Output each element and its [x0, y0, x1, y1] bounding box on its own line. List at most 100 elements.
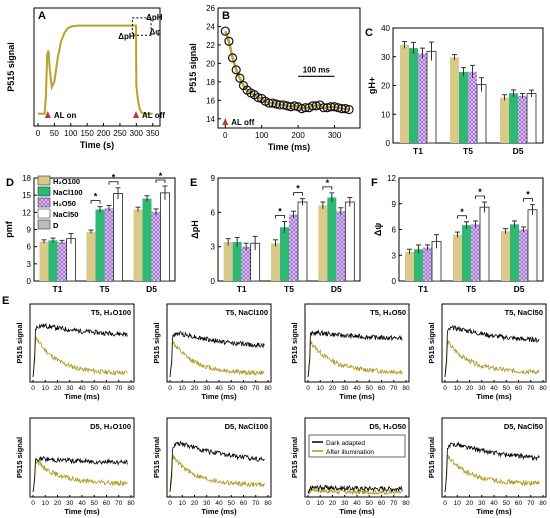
data-point: [282, 101, 292, 111]
bar: [280, 227, 289, 281]
y-tick-label: 22: [206, 41, 215, 50]
y-tick-label: 9: [392, 200, 397, 209]
panel-letter: E: [190, 177, 197, 189]
x-tick-label: 30: [66, 500, 74, 507]
x-tick-label: D5: [513, 146, 524, 156]
x-axis-label: Time (ms): [201, 392, 237, 401]
y-axis-label: P515 signal: [15, 322, 24, 363]
trace-line: [38, 24, 153, 115]
bar: [133, 209, 143, 281]
x-tick-label: 70: [527, 385, 535, 392]
bar: [113, 193, 123, 282]
x-tick-label: 10: [42, 385, 50, 392]
x-tick-label: 0: [31, 500, 35, 507]
x-tick-label: 10: [454, 500, 462, 507]
y-tick-label: 12: [22, 208, 31, 217]
x-tick-label: 60: [240, 500, 248, 507]
data-point: [322, 103, 332, 113]
dark-trace: [444, 441, 540, 492]
bar: [471, 224, 480, 281]
arrow-label: AL off: [231, 118, 254, 127]
kinetics-panel: T5, H₂O50 0 10 20 30 40 50 60 70 80 Time (ms) P515 …: [290, 303, 410, 401]
x-axis-label: Time (s): [80, 140, 114, 150]
dark-trace: [169, 441, 265, 492]
x-tick-label: 10: [179, 500, 187, 507]
x-tick-label: T5: [284, 284, 294, 294]
y-axis-label: P515 signal: [152, 322, 161, 363]
x-tick-label: 30: [66, 385, 74, 392]
x-tick-label: 60: [103, 500, 111, 507]
x-tick-label: 40: [490, 385, 498, 392]
x-tick-label: 70: [390, 500, 398, 507]
data-point: [318, 103, 329, 113]
x-axis-label: Time (ms): [268, 142, 310, 152]
x-tick-label: 30: [341, 500, 349, 507]
data-point: [224, 36, 234, 46]
data-point: [220, 26, 230, 36]
y-axis-label: pmf: [4, 220, 14, 238]
x-tick-label: 60: [240, 385, 248, 392]
panel-letter: D: [6, 177, 14, 189]
dark-trace: [32, 456, 128, 493]
significance-star: *: [478, 187, 482, 197]
y-axis-label: Δψ: [373, 223, 383, 236]
bar: [223, 242, 233, 281]
significance-bracket: [457, 215, 467, 219]
x-tick-label: 70: [390, 385, 398, 392]
x-tick-label: 50: [366, 385, 374, 392]
x-tick-label: 30: [203, 385, 211, 392]
bar: [453, 234, 462, 281]
y-tick-label: 40: [381, 24, 390, 33]
y-axis-label: P515 signal: [6, 42, 16, 92]
x-tick-label: 30: [341, 385, 349, 392]
x-tick-label: 300: [328, 131, 342, 140]
x-tick-label: 80: [264, 500, 272, 507]
y-tick-label: 30: [381, 53, 390, 62]
data-point: [340, 104, 351, 114]
significance-star: *: [460, 207, 464, 217]
x-tick-label: 0: [443, 500, 447, 507]
panel-d: 0 3 6 9 12 15 18 T1 T5 * * D5 * pmf D: [4, 171, 176, 294]
delta-psi-label: Δφ: [149, 27, 161, 36]
x-tick-label: T5: [463, 146, 473, 156]
kinetics-title: T5, H₂O100: [91, 308, 131, 317]
bar: [426, 50, 437, 144]
y-tick-label: 6: [27, 243, 32, 252]
x-tick-label: 300: [130, 129, 144, 138]
y-axis-label: P515 signal: [152, 437, 161, 478]
bar: [95, 209, 105, 281]
panel-b: B 0 100 200 300 14 16 18 20 22 24 26 Time (ms) P515 s…: [188, 4, 361, 152]
arrow-up-icon: [133, 111, 140, 118]
y-tick-label: 14: [206, 115, 215, 124]
x-tick-label: 40: [78, 385, 86, 392]
panel-letter: F: [371, 177, 378, 189]
y-tick-label: 6: [392, 226, 397, 235]
x-tick-label: 20: [329, 500, 337, 507]
legend-label: Dark adapted: [326, 440, 365, 447]
x-tick-label: T1: [53, 284, 63, 294]
panel-f: 0 3 6 9 12 T1 T5 * * D5 * Δψ F: [371, 174, 544, 294]
x-tick-label: 0: [168, 500, 172, 507]
data-point: [253, 92, 263, 103]
bar: [462, 225, 471, 281]
y-tick-label: 16: [206, 96, 215, 105]
x-axis-label: Time (ms): [64, 507, 100, 516]
kinetics-title: D5, NaCl50: [504, 422, 543, 431]
x-tick-label: 20: [329, 385, 337, 392]
y-axis-label: P515 signal: [15, 437, 24, 478]
kinetics-title: T5, NaCl50: [505, 308, 543, 317]
x-tick-label: 0: [306, 385, 310, 392]
bar: [57, 242, 67, 281]
x-tick-label: 30: [478, 500, 486, 507]
kinetics-panel: D5, H₂O100 0 10 20 30 40 50 60 70 80 Time (ms) P515…: [15, 417, 135, 516]
y-tick-label: 15: [22, 191, 31, 200]
bar: [327, 197, 337, 281]
x-tick-label: 30: [478, 385, 486, 392]
y-tick-label: 18: [206, 78, 215, 87]
x-tick-label: 80: [127, 500, 135, 507]
after-trace: [169, 454, 265, 492]
zoom-box: [131, 17, 152, 36]
significance-star: *: [326, 178, 330, 188]
y-tick-label: 0: [27, 277, 32, 286]
